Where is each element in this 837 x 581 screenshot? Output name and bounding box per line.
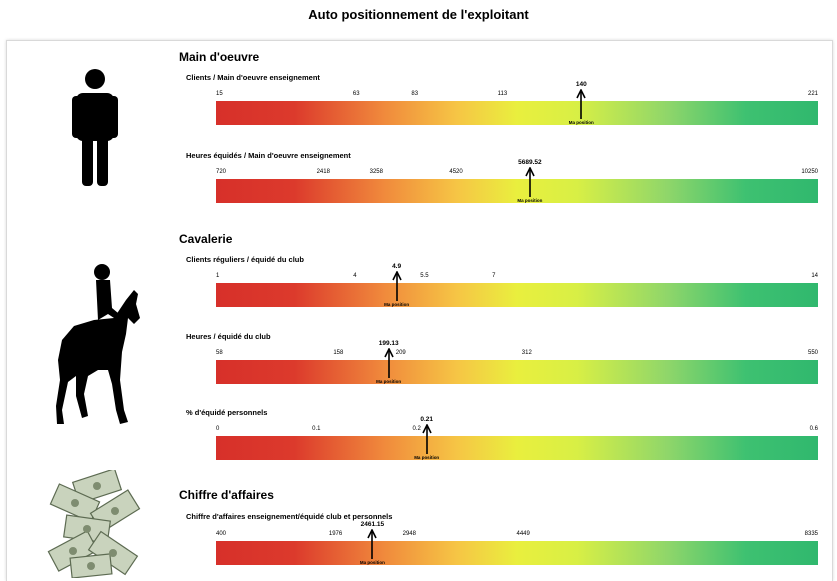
gauge-bar xyxy=(216,179,818,203)
metric-label: Clients réguliers / équidé du club xyxy=(186,255,304,264)
position-value: 2461.15 xyxy=(360,521,385,528)
metric-label: % d'équidé personnels xyxy=(186,408,268,417)
gauge-heures-equide: 58 158 209 312 550 199.13 Ma position xyxy=(216,340,818,384)
gauge-panel xyxy=(6,40,833,581)
position-marker: 4.9 Ma position xyxy=(377,263,417,307)
position-marker: 0.21 Ma position xyxy=(407,416,447,460)
arrow-up-icon xyxy=(525,167,535,197)
gauge-bar xyxy=(216,541,818,565)
position-marker: 140 Ma position xyxy=(561,81,601,125)
tick-label: 15 xyxy=(216,91,223,97)
section-title-main-oeuvre: Main d'oeuvre xyxy=(179,50,260,64)
tick-label: 4 xyxy=(353,273,357,279)
position-marker: 2461.15 Ma position xyxy=(352,521,392,565)
tick-label: 83 xyxy=(411,91,419,97)
gauge-bar xyxy=(216,436,818,460)
tick-label: 113 xyxy=(497,91,508,97)
tick-label: 2418 xyxy=(316,169,330,175)
tick-label: 63 xyxy=(352,91,360,97)
arrow-up-icon xyxy=(576,89,586,119)
person-icon xyxy=(72,69,118,186)
position-marker: 199.13 Ma position xyxy=(369,340,409,384)
tick-label: 1976 xyxy=(328,531,343,537)
metric-label: Heures / équidé du club xyxy=(186,332,271,341)
marker-label: Ma position xyxy=(414,455,440,460)
arrow-up-icon xyxy=(383,348,394,378)
metric-label: Clients / Main d'oeuvre enseignement xyxy=(186,73,320,82)
marker-label: Ma position xyxy=(568,120,594,125)
tick-label: 0 xyxy=(216,426,220,432)
gauge-chiffre-affaires: 400 1976 2948 4449 8335 2461.15 Ma position xyxy=(216,521,818,565)
position-value: 199.13 xyxy=(378,340,399,347)
section-title-cavalerie: Cavalerie xyxy=(179,232,233,246)
gauge-bar xyxy=(216,360,818,384)
tick-label: 158 xyxy=(333,350,344,356)
tick-label: 0.1 xyxy=(312,426,321,432)
arrow-up-icon xyxy=(391,271,402,301)
section-title-chiffre-affaires: Chiffre d'affaires xyxy=(179,488,274,502)
tick-label: 0.2 xyxy=(412,426,421,432)
arrow-up-icon xyxy=(421,424,432,454)
position-value: 5689.52 xyxy=(518,159,542,166)
marker-label: Ma position xyxy=(359,560,385,565)
tick-label: 8335 xyxy=(804,531,818,537)
tick-label: 3258 xyxy=(369,169,383,175)
marker-label: Ma position xyxy=(376,379,402,384)
tick-label: 0.6 xyxy=(809,426,818,432)
tick-label: 58 xyxy=(216,350,223,356)
arrow-up-icon xyxy=(367,529,378,559)
horse-rider-icon xyxy=(56,264,140,424)
gauge-clients-main-oeuvre: 15 63 83 113 221 140 Ma position xyxy=(216,81,818,125)
metric-label: Heures équidés / Main d'oeuvre enseignem… xyxy=(186,151,351,160)
tick-label: 7 xyxy=(492,273,496,279)
tick-label: 209 xyxy=(395,350,406,356)
metric-label: Chiffre d'affaires enseignement/équidé c… xyxy=(186,512,393,521)
position-value: 140 xyxy=(575,81,587,88)
gauge-heures-main-oeuvre: 720 2418 3258 4520 10250 5689.52 Ma position xyxy=(216,159,818,203)
tick-label: 4449 xyxy=(516,531,530,537)
gauge-clients-equide: 1 4 5.5 7 14 4.9 Ma position xyxy=(216,263,818,307)
marker-label: Ma position xyxy=(517,198,543,203)
gauge-pct-equide-personnels: 0 0.1 0.2 0.6 0.21 Ma position xyxy=(216,416,818,460)
money-banknotes-icon xyxy=(47,470,141,578)
marker-label: Ma position xyxy=(384,302,410,307)
tick-label: 312 xyxy=(521,350,532,356)
tick-label: 221 xyxy=(807,91,818,97)
tick-label: 2948 xyxy=(402,531,416,537)
tick-label: 1 xyxy=(216,273,220,279)
position-value: 0.21 xyxy=(420,416,434,423)
tick-label: 4520 xyxy=(449,169,463,175)
tick-label: 720 xyxy=(216,169,227,175)
gauge-bar xyxy=(216,283,818,307)
page-title: Auto positionnement de l'exploitant xyxy=(308,7,529,22)
tick-label: 550 xyxy=(807,350,818,356)
tick-label: 14 xyxy=(811,273,818,279)
tick-label: 5.5 xyxy=(420,273,429,279)
tick-label: 400 xyxy=(216,531,227,537)
tick-label: 10250 xyxy=(801,169,818,175)
position-marker: 5689.52 Ma position xyxy=(510,159,550,203)
position-value: 4.9 xyxy=(392,263,402,270)
gauge-bar xyxy=(216,101,818,125)
